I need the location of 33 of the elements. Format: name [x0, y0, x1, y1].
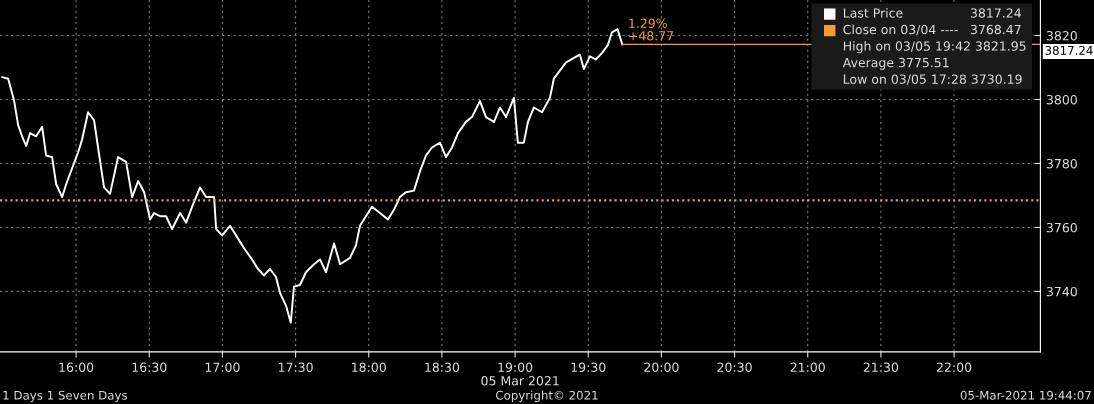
x-tick-label: 18:00 [352, 362, 386, 372]
annotation: 3768.47 [970, 24, 1021, 35]
annotation: Low on 03/05 17:28 3730.19 [843, 74, 1022, 85]
annotation: 3817.24 [970, 8, 1021, 18]
text: Copyright© 2021 [496, 390, 598, 402]
x-tick-label: 20:30 [717, 362, 752, 372]
x-tick-label: 19:00 [498, 362, 533, 372]
annotation: +48.77 [629, 31, 674, 41]
x-tick-label: 18:30 [425, 362, 460, 372]
text: 05-Mar-2021 19:44:07 [960, 390, 1091, 400]
x-tick-label: 22:00 [936, 362, 972, 372]
annotation: High on 03/05 19:42 3821.95 [843, 41, 1026, 54]
x-tick-label: 19:30 [571, 362, 606, 372]
x-tick-label: 20:00 [644, 362, 679, 372]
x-tick-label: 17:30 [278, 362, 313, 372]
y-tick-label: 3740 [1046, 286, 1077, 297]
y-tick-label: 3820 [1046, 30, 1077, 41]
annotation: 1.29% [629, 18, 667, 29]
x-axis-title: 05 Mar 2021 [481, 376, 559, 386]
y-tick-label: 3760 [1046, 222, 1077, 233]
annotation: Average 3775.51 [842, 57, 949, 70]
y-tick-label: 3800 [1046, 94, 1077, 105]
legend-label: Close on 03/04 ---- [843, 24, 958, 36]
line-series [1, 28, 624, 324]
x-tick-label: 16:00 [59, 362, 94, 372]
text: 1 Days 1 Seven Days [3, 390, 128, 402]
text: 3817.24 [1045, 45, 1093, 55]
legend-label: Last Price [843, 8, 903, 18]
x-tick-label: 16:30 [132, 362, 167, 372]
y-tick-label: 3780 [1046, 158, 1077, 169]
x-tick-label: 17:00 [205, 362, 240, 372]
x-tick-label: 21:00 [790, 362, 825, 372]
x-tick-label: 21:30 [863, 362, 899, 372]
